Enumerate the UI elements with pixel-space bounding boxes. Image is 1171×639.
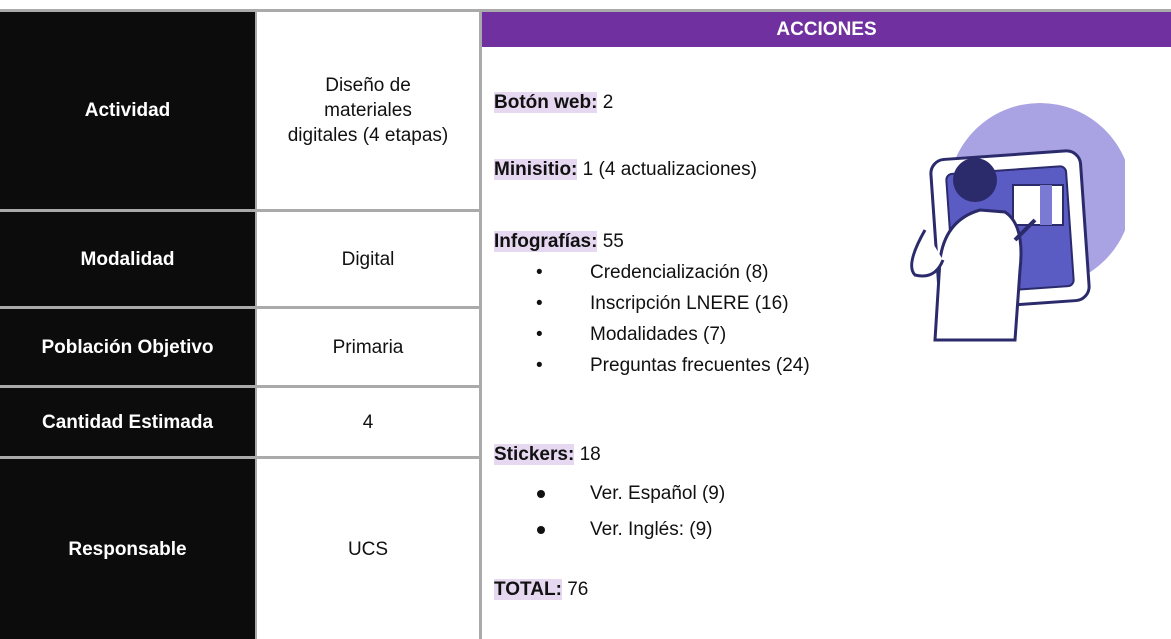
action-value: 55 <box>602 231 624 252</box>
action-sub: Modalidades (7) <box>590 324 727 345</box>
row-value: Diseño de materiales digitales (4 etapas… <box>257 12 482 212</box>
action-label: Infografías: <box>494 231 598 252</box>
row-value: UCS <box>257 459 482 639</box>
bullet <box>537 490 545 498</box>
action-sub: Inscripción LNERE (16) <box>590 293 789 314</box>
bullet: • <box>536 355 543 376</box>
action-value: 2 <box>602 92 614 113</box>
action-item: Stickers: 18 <box>494 444 601 466</box>
row-label: Responsable <box>0 459 257 639</box>
action-label: Stickers: <box>494 444 575 465</box>
top-border <box>0 9 1171 12</box>
row-value: Primaria <box>257 309 482 388</box>
action-label: TOTAL: <box>494 579 562 600</box>
row-label: Modalidad <box>0 212 257 309</box>
row-label: Cantidad Estimada <box>0 388 257 459</box>
action-item: Botón web: 2 <box>494 92 613 114</box>
bullet: • <box>536 293 543 314</box>
row-value: Digital <box>257 212 482 309</box>
row-label: Actividad <box>0 12 257 212</box>
bullet: • <box>536 262 543 283</box>
action-sub: Preguntas frecuentes (24) <box>590 355 810 376</box>
action-sub: Ver. Inglés: (9) <box>590 519 713 540</box>
action-value: 1 (4 actualizaciones) <box>582 159 757 180</box>
action-item: TOTAL: 76 <box>494 579 588 601</box>
action-value: 18 <box>579 444 601 465</box>
bullet: • <box>536 324 543 345</box>
action-item: Minisitio: 1 (4 actualizaciones) <box>494 159 757 181</box>
action-sub: Credencialización (8) <box>590 262 769 283</box>
action-value: 76 <box>567 579 589 600</box>
actions-header: ACCIONES <box>482 12 1171 47</box>
action-item: Infografías: 55 <box>494 231 624 253</box>
row-label: Población Objetivo <box>0 309 257 388</box>
action-sub: Ver. Español (9) <box>590 483 726 504</box>
action-label: Minisitio: <box>494 159 578 180</box>
action-label: Botón web: <box>494 92 598 113</box>
bullet <box>537 526 545 534</box>
illustration <box>910 103 1125 342</box>
row-value: 4 <box>257 388 482 459</box>
